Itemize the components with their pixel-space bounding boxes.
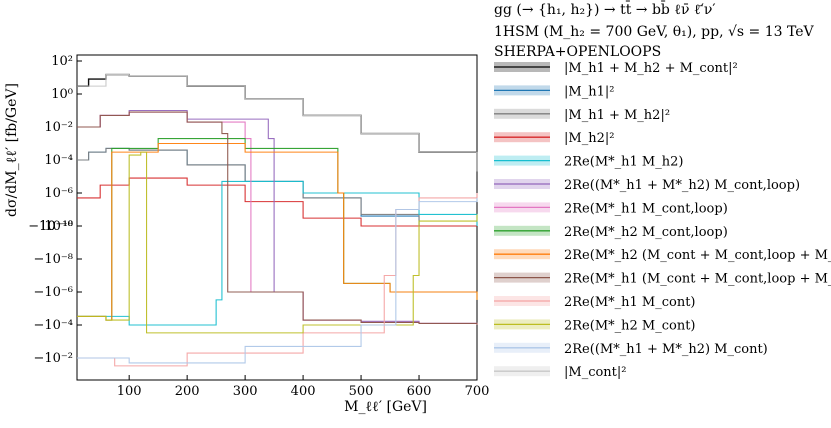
y-tick-label: 10⁻⁴ — [44, 153, 73, 168]
series-line — [77, 74, 478, 172]
series-line — [77, 147, 477, 227]
y-tick-label: −10⁻⁶ — [33, 285, 73, 300]
legend-label: 2Re((M*_h1 + M*_h2) M_cont) — [564, 342, 768, 357]
x-axis: 100 200 300 400 500 600 700 — [117, 375, 490, 399]
y-tick-label: −10⁻² — [33, 351, 73, 366]
header-line-1: gg (→ {h₁, h₂}) → tt̄ → bb̄ ℓν̄ ℓ̄′ν′ — [494, 0, 716, 18]
series-line — [77, 111, 478, 325]
y-tick-label: −10⁻¹⁰ — [28, 219, 73, 234]
legend-label: 2Re(M*_h1 M_h2) — [564, 155, 683, 170]
x-tick-label: 600 — [407, 384, 432, 399]
series-line — [77, 197, 478, 364]
series-line — [77, 151, 478, 334]
y-tick-label: 10⁰ — [51, 87, 73, 102]
x-tick-label: 200 — [175, 384, 200, 399]
series-line — [77, 193, 478, 367]
y-tick-label: 10⁻² — [44, 120, 73, 135]
y-tick-label: 10⁻⁶ — [44, 186, 73, 201]
series-line — [77, 142, 478, 321]
y-tick-label: 10⁻¹⁰ — [39, 219, 73, 234]
series-line — [77, 177, 477, 227]
series-line — [77, 137, 478, 321]
x-axis-label: M_ℓℓ′ [GeV] — [344, 399, 427, 415]
legend-label: 2Re((M*_h1 + M*_h2) M_cont,loop) — [564, 178, 800, 193]
x-tick-label: 100 — [117, 384, 142, 399]
legend-label: 2Re(M*_h1 M_cont) — [564, 295, 696, 310]
legend-label: |M_h1 + M_h2|² — [564, 108, 670, 123]
y-axis: 10² 10⁰ 10⁻² 10⁻⁴ 10⁻⁶ 10⁻⁸10⁻¹⁰−10⁻¹⁰ −10⁻⁸ −1… — [28, 54, 82, 366]
y-tick-label: 10⁻⁸ — [44, 219, 73, 234]
x-tick-label: 300 — [233, 384, 258, 399]
legend-label: 2Re(M*_h2 (M_cont + M_cont,loop + M_h1)) — [564, 248, 831, 263]
x-tick-label: 500 — [349, 384, 374, 399]
series-line — [77, 111, 478, 325]
y-tick-label: −10⁻⁴ — [33, 318, 73, 333]
y-axis-label: dσ/dM_ℓℓ′ [fb/GeV] — [4, 83, 20, 217]
chart-header: gg (→ {h₁, h₂}) → tt̄ → bb̄ ℓν̄ ℓ̄′ν′ 1H… — [494, 0, 815, 60]
legend: |M_h1 + M_h2 + M_cont|² |M_h1|² |M_h1 + M_… — [494, 61, 831, 380]
header-line-3: SHERPA+OPENLOOPS — [494, 44, 661, 60]
series-group — [77, 73, 478, 367]
series-line — [77, 73, 478, 172]
series-line — [77, 109, 478, 325]
header-line-2: 1HSM (M_h₂ = 700 GeV, θ₁), pp, √s = 13 T… — [494, 24, 815, 40]
legend-label: 2Re(M*_h1 (M_cont + M_cont,loop + M_h2)) — [564, 272, 831, 287]
series-line — [77, 180, 478, 326]
legend-label: |M_h2|² — [564, 131, 614, 146]
y-tick-label: 10² — [51, 54, 73, 69]
y-tick-label: −10⁻⁸ — [33, 252, 73, 267]
legend-label: |M_h1|² — [564, 84, 614, 99]
x-tick-label: 700 — [465, 384, 490, 399]
legend-label: 2Re(M*_h2 M_cont,loop) — [564, 225, 728, 240]
plot-frame — [76, 54, 478, 381]
legend-label: |M_cont|² — [564, 365, 627, 380]
legend-label: 2Re(M*_h2 M_cont) — [564, 318, 696, 333]
x-tick-label: 400 — [291, 384, 316, 399]
legend-label: |M_h1 + M_h2 + M_cont|² — [564, 61, 738, 76]
legend-label: 2Re(M*_h1 M_cont,loop) — [564, 201, 728, 216]
